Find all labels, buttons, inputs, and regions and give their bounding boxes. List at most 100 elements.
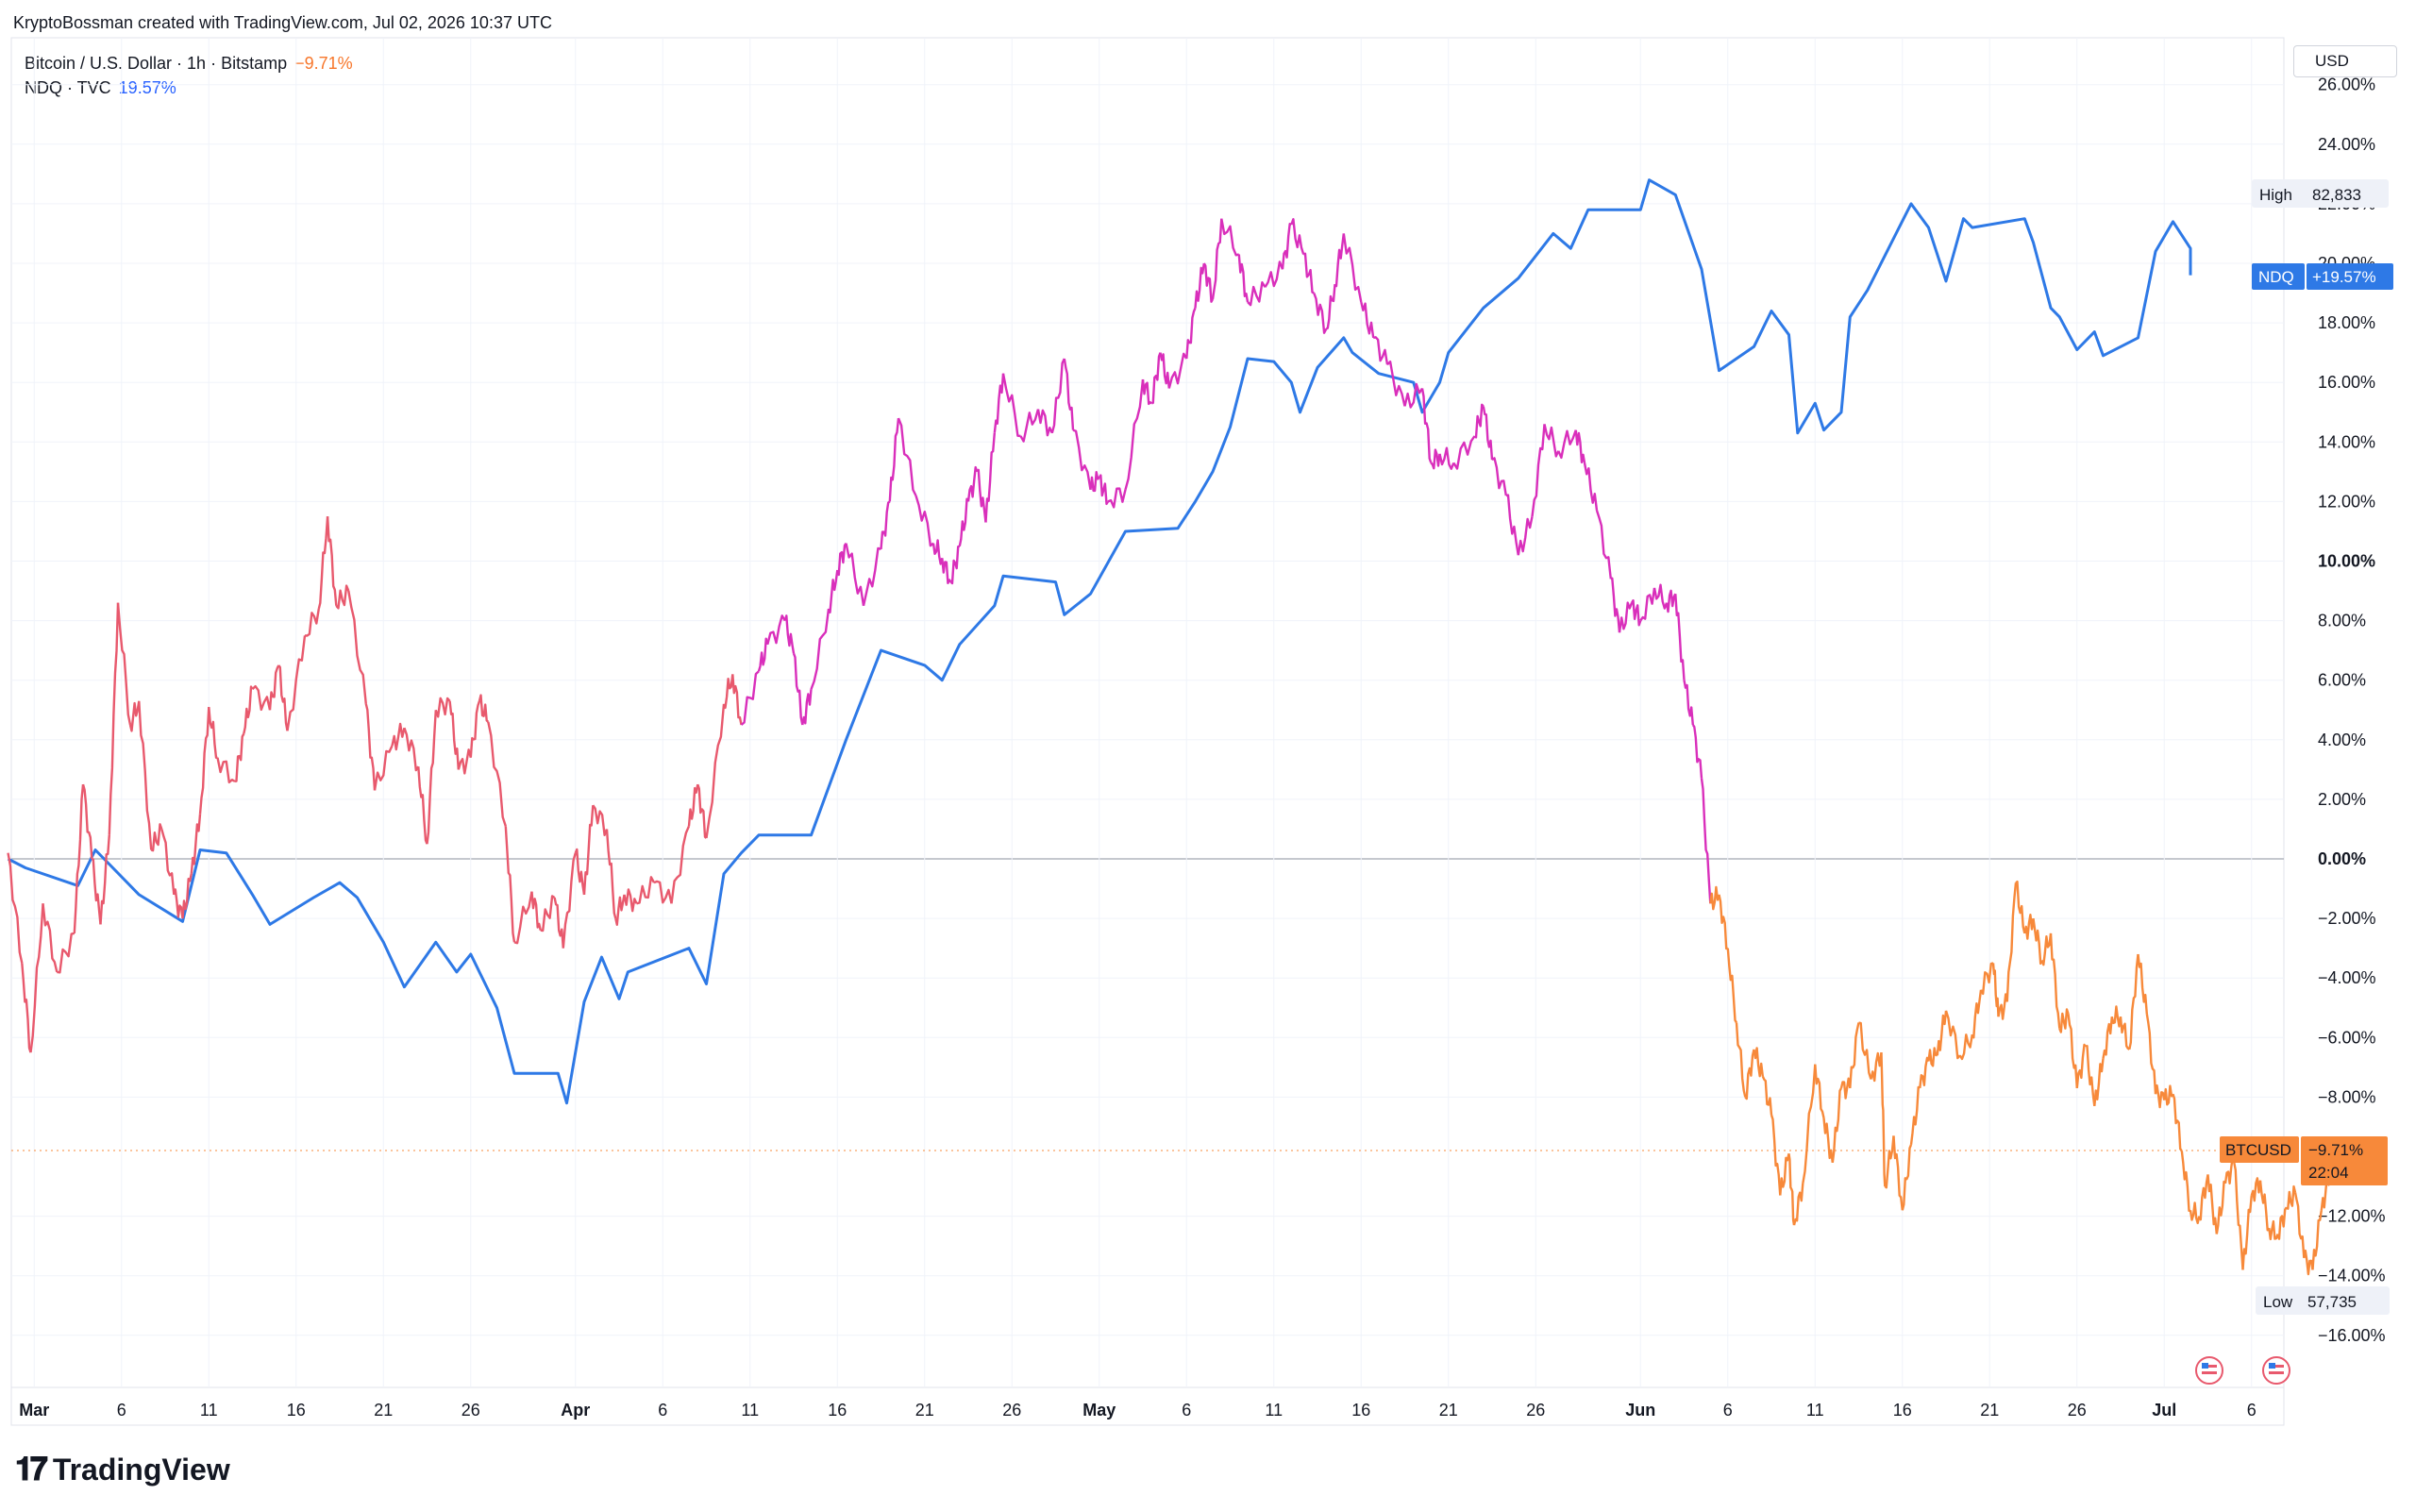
series-line-btcusd-segment bbox=[335, 584, 350, 610]
series-line-btcusd-segment bbox=[7, 852, 24, 964]
series-line-btcusd-segment bbox=[1683, 680, 1694, 726]
x-tick-label: 26 bbox=[461, 1401, 480, 1420]
series-line-btcusd-segment bbox=[1787, 1153, 1796, 1226]
series-line-btcusd-segment bbox=[553, 897, 564, 949]
x-tick-label: 6 bbox=[2247, 1401, 2257, 1420]
series-line-btcusd-segment bbox=[562, 852, 577, 949]
chart-frame bbox=[10, 37, 2285, 1426]
btc-price-tag[interactable]: BTCUSD −9.71% 22:04 bbox=[11, 1136, 2388, 1185]
series-line-btcusd-segment bbox=[2049, 932, 2061, 1029]
x-tick-label: 11 bbox=[741, 1401, 759, 1420]
series-line-btcusd-segment bbox=[1202, 262, 1215, 303]
series-line-btcusd-segment bbox=[1744, 1049, 1755, 1100]
x-tick-label: Jun bbox=[1625, 1401, 1655, 1420]
series-line-btcusd-segment bbox=[91, 857, 102, 925]
series-line-btcusd-segment bbox=[1036, 409, 1053, 437]
y-tick-label: −2.00% bbox=[2318, 909, 2376, 928]
series-line-btcusd-segment bbox=[478, 694, 490, 723]
series-line-btcusd-segment bbox=[540, 895, 556, 932]
series-line-btcusd-segment bbox=[1909, 1085, 1921, 1146]
low-marker-bg bbox=[2256, 1286, 2390, 1315]
series-line-btcusd-segment bbox=[1870, 1051, 1883, 1083]
series-line-btcusd-segment bbox=[2189, 1201, 2201, 1225]
series-line-btcusd-segment bbox=[582, 805, 595, 895]
series-line-btcusd-segment bbox=[128, 700, 141, 732]
currency-selector[interactable]: USD bbox=[2293, 45, 2397, 77]
series-line-btcusd-segment bbox=[1971, 989, 1983, 1039]
series-line-btcusd-segment bbox=[1901, 1144, 1913, 1211]
series-line-btcusd-segment bbox=[2303, 1249, 2314, 1276]
event-flag-2[interactable] bbox=[2262, 1356, 2290, 1385]
series-line-btcusd-segment bbox=[513, 891, 533, 945]
series-line-btcusd-segment bbox=[1849, 1022, 1860, 1088]
event-flag-1[interactable] bbox=[2195, 1356, 2223, 1385]
series-line-btcusd-segment bbox=[2285, 1184, 2297, 1210]
series-line-btcusd-segment bbox=[1403, 382, 1424, 409]
series-line-btcusd-segment bbox=[448, 700, 460, 770]
legend-row-ndq[interactable]: NDQ · TVC 19.57% bbox=[25, 76, 353, 100]
series-line-btcusd-segment bbox=[976, 468, 987, 523]
series-line-btcusd-segment bbox=[1482, 406, 1494, 461]
flag-stripe bbox=[2202, 1365, 2217, 1368]
x-tick-label: 21 bbox=[915, 1401, 934, 1420]
series-line-btcusd-segment bbox=[1802, 1064, 1817, 1184]
series-line-btcusd-segment bbox=[914, 495, 934, 547]
series-line-btcusd-segment bbox=[2137, 953, 2148, 1015]
chart-attribution: KryptoBossman created with TradingView.c… bbox=[13, 13, 552, 32]
series-line-btcusd-segment bbox=[373, 745, 394, 791]
ndq-price-tag[interactable]: NDQ +19.57% bbox=[2252, 263, 2393, 290]
series-line-btcusd-segment bbox=[417, 766, 428, 845]
series-line-btcusd-segment bbox=[1313, 293, 1328, 334]
series-line-btcusd-segment bbox=[2023, 914, 2035, 940]
series-line-btcusd-segment bbox=[326, 516, 338, 606]
series-line-btcusd-segment bbox=[731, 674, 743, 726]
series-line-btcusd-segment bbox=[653, 880, 673, 904]
series-line-btcusd-segment bbox=[1505, 494, 1519, 556]
series-line-btcusd-segment bbox=[504, 826, 516, 943]
series-line-btcusd-segment bbox=[705, 703, 726, 839]
flag-canton bbox=[2202, 1363, 2208, 1369]
series-line-btcusd-segment bbox=[1150, 352, 1162, 405]
x-tick-label: 16 bbox=[1351, 1401, 1370, 1420]
series-line-btcusd-segment bbox=[138, 700, 153, 850]
series-line-btcusd-segment bbox=[1583, 462, 1599, 512]
series-line-btcusd-segment bbox=[766, 614, 786, 646]
series-line-btcusd-segment bbox=[1770, 1114, 1782, 1196]
series-line-btcusd-segment bbox=[2215, 1180, 2226, 1235]
series-line-btcusd-segment bbox=[1185, 307, 1197, 360]
series-line-btcusd-segment bbox=[1700, 778, 1712, 904]
series-line-btcusd-segment bbox=[2093, 1058, 2105, 1107]
btc-tag-countdown: 22:04 bbox=[2308, 1164, 2349, 1182]
series-line-btcusd-segment bbox=[29, 903, 44, 1053]
x-axis[interactable]: Mar 6 11 16 21 26 Apr 6 11 16 21 26 May 6 11 16 21 26 Jun 6… bbox=[19, 1401, 2257, 1420]
series-line-btcusd-segment bbox=[1718, 894, 1729, 950]
series-line-btcusd-segment bbox=[2085, 1045, 2096, 1107]
series-line-btcusd-segment bbox=[2163, 1084, 2174, 1106]
series-line-btcusd-segment bbox=[1264, 260, 1284, 288]
y-tick-label: −12.00% bbox=[2318, 1207, 2386, 1226]
series-line-btcusd-segment bbox=[2258, 1180, 2271, 1232]
series-line-btcusd-segment bbox=[2293, 1192, 2306, 1258]
series-line-btcusd-segment bbox=[234, 732, 245, 783]
series-line-btcusd-segment bbox=[2233, 1162, 2244, 1270]
series-line-btcusd-segment bbox=[1211, 218, 1223, 300]
series-line-btcusd-segment bbox=[1420, 388, 1433, 463]
series-line-btcusd-segment bbox=[181, 873, 193, 919]
series-line-btcusd-segment bbox=[2015, 881, 2026, 934]
series-line-btcusd-segment bbox=[1302, 252, 1315, 294]
series-line-btcusd-segment bbox=[1050, 358, 1065, 434]
series-line-btcusd-segment bbox=[1557, 429, 1577, 460]
y-axis[interactable]: −16.00% −14.00% −12.00% −8.00% −6.00% −4.00% −… bbox=[2318, 76, 2386, 1345]
us-flag-icon bbox=[2195, 1356, 2223, 1385]
series-line-btcusd-segment bbox=[1386, 361, 1406, 407]
x-tick-label: 16 bbox=[287, 1401, 306, 1420]
legend-row-btc[interactable]: Bitcoin / U.S. Dollar · 1h · Bitstamp −9.… bbox=[25, 51, 353, 76]
flag-canton bbox=[2269, 1363, 2275, 1369]
series-line-btcusd-segment bbox=[1372, 336, 1389, 365]
series-line-btcusd-segment bbox=[469, 700, 481, 758]
series-line-btcusd-segment bbox=[198, 707, 210, 815]
series-line-btcusd-segment bbox=[949, 545, 961, 585]
series-line-btcusd-segment bbox=[687, 783, 699, 827]
series-line-btcusd-segment bbox=[73, 783, 85, 933]
